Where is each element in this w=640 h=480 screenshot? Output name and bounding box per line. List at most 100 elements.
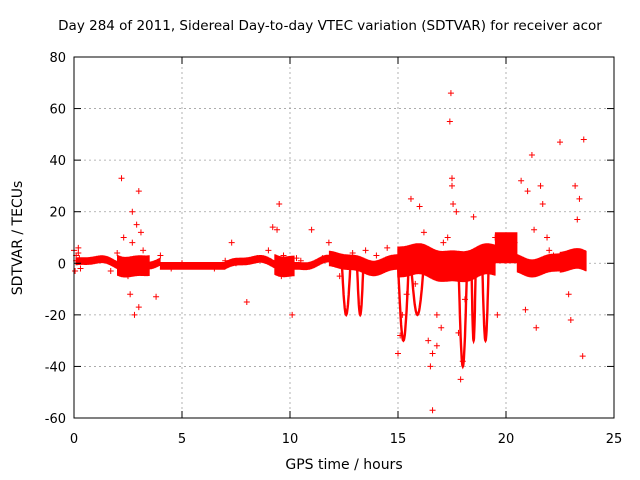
x-axis-label: GPS time / hours	[285, 457, 403, 473]
data-point	[228, 239, 235, 246]
data-point	[574, 216, 581, 223]
data-point	[429, 407, 436, 414]
data-point	[233, 260, 239, 267]
data-point	[269, 224, 276, 231]
data-point	[153, 293, 160, 300]
data-point	[494, 311, 501, 318]
data-point	[135, 304, 142, 311]
data-point	[557, 139, 563, 146]
data-point	[75, 244, 82, 251]
data-point	[470, 213, 477, 220]
data-point	[397, 332, 404, 339]
x-tick-label: 15	[390, 432, 407, 447]
data-point	[127, 291, 134, 298]
data-point	[464, 255, 471, 262]
data-point	[243, 298, 250, 305]
data-point	[343, 255, 350, 262]
data-point	[189, 262, 196, 269]
data-point	[222, 257, 229, 264]
data-bands	[75, 232, 587, 370]
data-point	[133, 221, 140, 228]
data-point	[407, 195, 414, 202]
data-point	[429, 350, 436, 357]
data-point	[459, 358, 466, 365]
y-tick-label: -40	[45, 360, 66, 375]
data-point	[274, 226, 281, 233]
data-point	[503, 257, 509, 264]
data-point	[114, 249, 121, 256]
data-point	[125, 273, 131, 280]
data-point	[477, 260, 484, 267]
data-point	[425, 337, 432, 344]
data-point	[356, 265, 363, 272]
data-point	[211, 265, 218, 272]
data-point	[276, 200, 283, 207]
data-points	[71, 90, 587, 414]
data-point	[455, 329, 462, 336]
sdtvar-dip	[340, 263, 352, 317]
data-point	[457, 376, 464, 383]
data-point	[449, 175, 455, 182]
data-point	[412, 280, 419, 287]
data-point	[511, 239, 518, 246]
data-point	[399, 311, 406, 318]
data-point	[77, 265, 84, 272]
data-point	[135, 188, 142, 195]
data-point	[453, 208, 460, 215]
data-point	[319, 255, 326, 262]
data-point	[293, 255, 300, 262]
data-point	[567, 317, 574, 324]
data-point	[336, 273, 343, 280]
sdtvar-dip	[409, 263, 426, 317]
x-tick-label: 20	[498, 432, 515, 447]
data-point	[537, 182, 544, 189]
chart-title: Day 284 of 2011, Sidereal Day-to-day VTE…	[58, 18, 602, 34]
y-tick-label: -20	[45, 309, 66, 324]
data-point	[578, 255, 585, 262]
data-point	[76, 255, 83, 262]
x-tick-label: 0	[70, 432, 78, 447]
data-point	[498, 249, 505, 256]
data-point	[572, 182, 579, 189]
data-point	[487, 244, 494, 251]
x-tick-label: 5	[178, 432, 186, 447]
data-point	[395, 350, 401, 357]
data-point	[131, 311, 138, 318]
data-point	[118, 175, 125, 182]
data-point	[579, 353, 586, 360]
data-point	[507, 255, 514, 262]
data-point	[433, 342, 440, 349]
data-point	[565, 291, 572, 298]
data-point	[546, 247, 553, 254]
data-point	[524, 188, 531, 195]
data-point	[137, 229, 144, 236]
axis-ticks: -60 -40 -20 0 20 40 60 80 0 5 10 15 20 25	[45, 51, 623, 447]
data-point	[325, 239, 332, 246]
sdtvar-dip	[457, 263, 469, 370]
data-point	[129, 208, 136, 215]
data-point	[416, 203, 423, 210]
data-point	[518, 177, 525, 184]
data-point	[384, 244, 391, 251]
data-point	[433, 311, 440, 318]
data-point	[72, 268, 79, 275]
data-point	[200, 262, 207, 269]
data-point	[544, 234, 551, 241]
y-tick-label: 40	[49, 154, 66, 169]
data-point	[576, 195, 583, 202]
data-point	[373, 252, 380, 259]
plot-frame	[73, 56, 615, 419]
data-point	[254, 255, 261, 262]
data-point	[461, 296, 468, 303]
data-point	[531, 226, 538, 233]
data-point	[440, 239, 447, 246]
data-point	[297, 257, 304, 264]
data-point	[265, 247, 272, 254]
data-point	[450, 200, 457, 207]
data-point	[278, 273, 285, 280]
data-point	[157, 252, 164, 259]
y-tick-label: 20	[49, 206, 66, 221]
data-point	[308, 226, 315, 233]
data-point	[522, 306, 529, 313]
